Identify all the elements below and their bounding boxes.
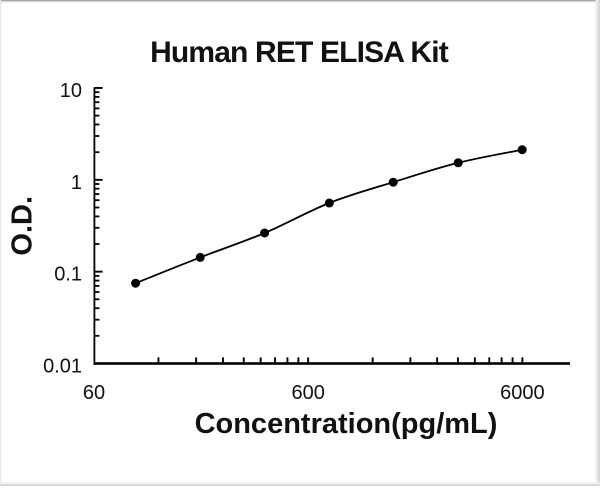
svg-text:Concentration(pg/mL): Concentration(pg/mL)	[195, 408, 498, 440]
svg-text:10: 10	[60, 80, 82, 102]
svg-text:0.01: 0.01	[43, 356, 82, 378]
svg-text:6000: 6000	[500, 382, 545, 404]
svg-text:Human RET ELISA Kit: Human RET ELISA Kit	[150, 36, 449, 69]
svg-text:0.1: 0.1	[54, 264, 82, 286]
svg-text:1: 1	[71, 172, 82, 194]
svg-text:600: 600	[292, 382, 325, 404]
svg-text:60: 60	[83, 382, 105, 404]
svg-text:O.D.: O.D.	[7, 196, 39, 256]
